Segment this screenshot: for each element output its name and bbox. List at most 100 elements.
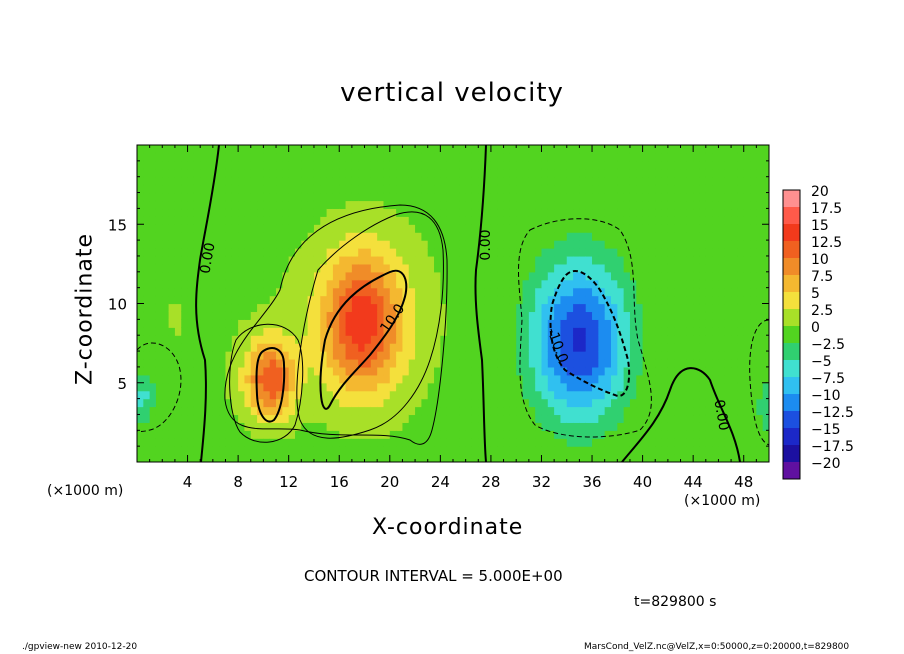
field-cell [465,343,473,352]
field-cell [446,287,454,297]
field-cell [471,343,479,352]
field-cell [503,374,511,384]
field-cell [604,438,612,447]
field-cell [680,327,688,336]
field-cell [320,351,328,360]
field-cell [731,279,738,289]
field-cell [623,200,631,210]
field-cell [276,160,283,170]
field-cell [244,327,252,336]
field-cell [718,224,726,233]
field-cell [377,279,385,289]
field-cell [288,454,296,462]
field-cell [712,152,720,162]
field-cell [320,184,328,194]
field-cell [440,319,448,328]
field-cell [326,224,334,233]
field-cell [693,145,701,154]
field-cell [686,351,694,360]
field-cell [750,176,757,186]
field-cell [541,319,549,328]
field-cell [193,176,201,186]
field-cell [301,430,309,439]
field-cell [497,145,505,154]
field-cell [238,145,246,154]
field-cell [427,216,435,225]
field-cell [231,152,239,162]
field-cell [421,374,429,384]
field-cell [490,216,498,225]
field-cell [225,145,233,154]
field-cell [288,382,296,392]
field-cell [301,366,309,376]
field-cell [307,216,315,225]
field-cell [674,398,682,408]
field-cell [478,255,486,265]
field-cell [238,311,246,320]
contour-label: 0.00 [710,398,731,431]
field-cell [509,358,517,368]
field-cell [143,240,151,249]
field-cell [276,358,283,368]
field-cell [667,414,675,423]
field-cell [263,279,271,289]
field-cell [579,398,587,408]
field-cell [345,319,353,328]
field-cell [573,192,580,202]
field-cell [756,160,764,170]
field-cell [295,343,302,352]
field-cell [693,382,701,392]
field-cell [155,200,163,210]
field-cell [712,208,720,217]
field-cell [339,414,347,423]
field-cell [674,406,682,416]
field-cell [295,366,302,376]
field-cell [471,319,479,328]
field-cell [667,224,675,233]
field-cell [573,145,580,154]
field-cell [288,232,296,241]
field-cell [231,224,239,233]
field-cell [155,248,163,257]
field-cell [326,351,334,360]
field-cell [332,327,340,336]
field-cell [174,176,182,186]
field-cell [705,263,713,273]
field-cell [471,454,479,462]
field-cell [155,271,163,281]
field-cell [250,145,258,154]
field-cell [756,255,764,265]
field-cell [762,192,769,202]
field-cell [332,398,340,408]
field-cell [705,311,713,320]
field-cell [143,303,151,313]
field-cell [168,430,176,439]
field-cell [566,248,574,257]
field-cell [484,438,492,447]
field-cell [756,446,764,455]
field-cell [332,216,340,225]
field-cell [162,160,170,170]
field-cell [667,271,675,281]
field-cell [320,240,328,249]
field-cell [181,152,189,162]
field-cell [219,255,227,265]
field-cell [642,152,650,162]
field-cell [276,240,283,249]
field-cell [585,208,593,217]
field-cell [162,248,170,257]
field-cell [307,200,315,210]
field-cell [503,240,511,249]
field-cell [301,343,309,352]
field-cell [351,152,359,162]
field-cell [244,271,252,281]
field-cell [345,184,353,194]
field-cell [629,382,637,392]
field-cell [566,208,574,217]
field-cell [364,414,372,423]
field-cell [143,430,151,439]
field-cell [693,351,701,360]
field-cell [750,145,757,154]
field-cell [212,208,220,217]
field-cell [497,208,505,217]
